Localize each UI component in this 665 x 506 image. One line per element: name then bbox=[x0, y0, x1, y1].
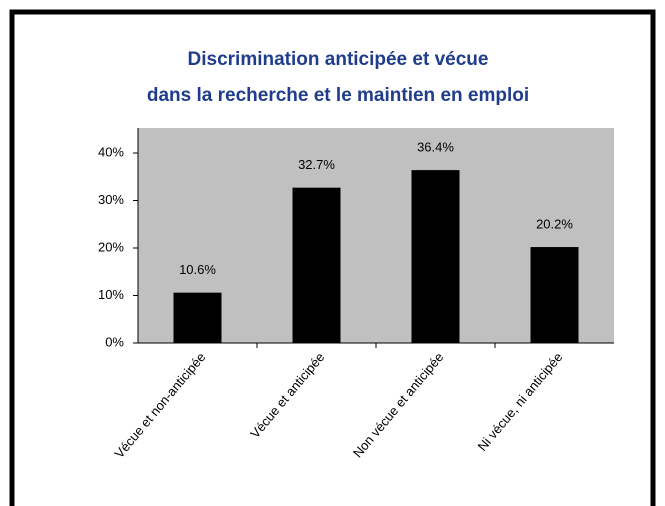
bar bbox=[530, 247, 579, 343]
chart-title: Discrimination anticipée et vécue bbox=[188, 49, 489, 70]
bar bbox=[411, 170, 460, 343]
bar bbox=[173, 292, 222, 343]
bar bbox=[292, 187, 341, 343]
frame bbox=[9, 9, 656, 506]
y-tick-label: 0% bbox=[105, 334, 124, 349]
y-tick-label: 10% bbox=[98, 287, 124, 302]
value-label: 32.7% bbox=[298, 157, 335, 172]
y-tick-label: 40% bbox=[98, 144, 124, 159]
value-label: 10.6% bbox=[179, 262, 216, 277]
y-tick-label: 30% bbox=[98, 192, 124, 207]
y-tick-label: 20% bbox=[98, 239, 124, 254]
chart-subtitle: dans la recherche et le maintien en empl… bbox=[147, 85, 529, 106]
value-label: 20.2% bbox=[536, 216, 573, 231]
value-label: 36.4% bbox=[417, 140, 454, 155]
